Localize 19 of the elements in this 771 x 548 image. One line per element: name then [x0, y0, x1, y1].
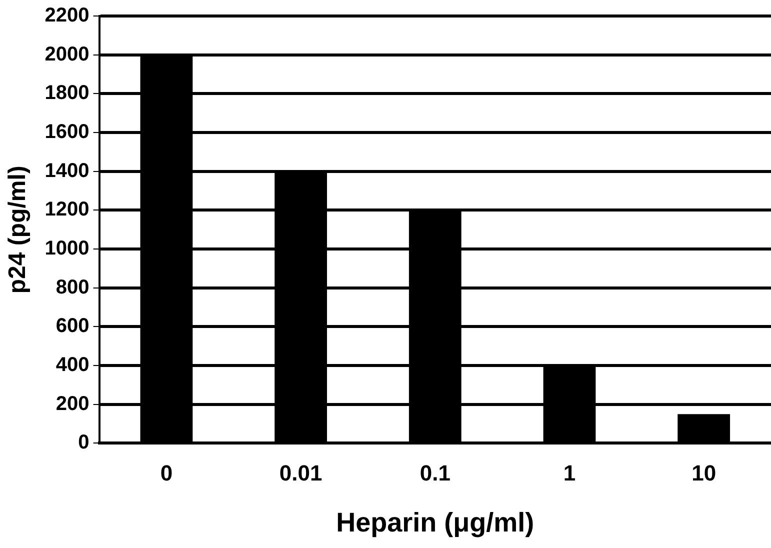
y-tick-label: 800 — [56, 276, 90, 298]
x-tick-label: 10 — [692, 460, 716, 486]
y-tick-label: 400 — [56, 354, 90, 376]
y-tick-label: 1400 — [44, 160, 90, 182]
x-tick-label: 0 — [160, 460, 173, 486]
y-tick-label: 600 — [56, 315, 90, 338]
x-tick-label: 1 — [563, 460, 576, 486]
y-axis-title: p24 (pg/ml) — [4, 166, 32, 294]
x-tick-label: 0.1 — [420, 460, 450, 486]
y-tick-label: 0 — [78, 432, 90, 454]
y-tick-label: 1000 — [44, 238, 90, 260]
y-tick-label: 1600 — [44, 121, 90, 144]
y-tick-label: 1200 — [44, 198, 90, 221]
x-axis-title: Heparin (μg/ml) — [336, 507, 534, 538]
x-tick-label: 0.01 — [279, 460, 322, 486]
y-tick-label: 1800 — [44, 82, 90, 104]
y-tick-label: 2000 — [44, 43, 90, 66]
y-tick-label: 2200 — [44, 4, 90, 27]
y-tick-label: 200 — [56, 392, 90, 415]
